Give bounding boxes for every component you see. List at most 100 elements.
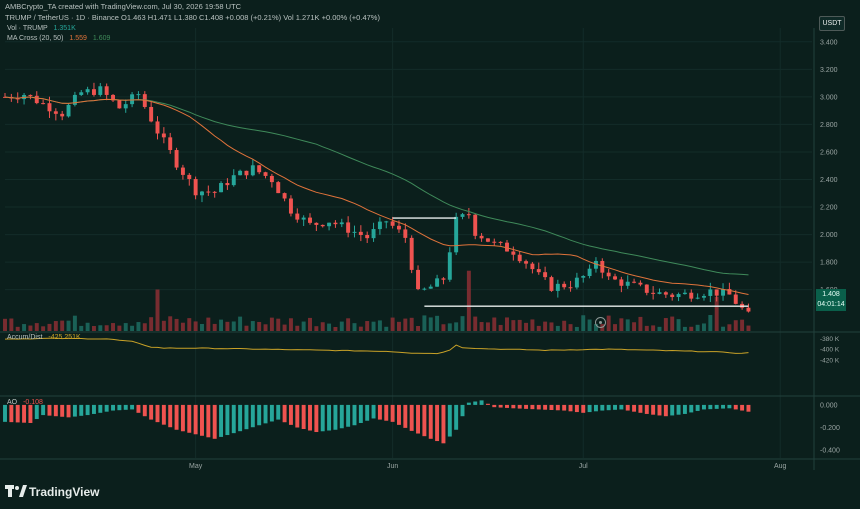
candle-body <box>225 183 230 186</box>
last-price-tag: 1.408 04:01:14 <box>816 289 846 311</box>
volume-bar <box>632 322 637 331</box>
candle-body <box>485 238 490 242</box>
candle-body <box>568 287 573 289</box>
ao-bar <box>479 400 484 405</box>
volume-bar <box>422 315 427 331</box>
ao-bar <box>377 404 382 420</box>
volume-bar <box>174 318 179 331</box>
candle-body <box>708 289 713 296</box>
volume-bar <box>625 319 630 331</box>
ao-bar <box>225 404 230 436</box>
volume-bar <box>638 316 643 331</box>
ao-bar <box>168 404 173 428</box>
ao-bar <box>371 404 376 419</box>
price-axis-label: 3.400 <box>820 39 838 46</box>
volume-bar <box>447 323 452 331</box>
accdist-line-path <box>4 337 749 355</box>
volume-bar <box>250 321 255 331</box>
volume-bar <box>263 324 268 331</box>
ao-bar <box>714 404 719 409</box>
author-line: AMBCrypto_TA created with TradingView.co… <box>5 2 242 11</box>
ao-bar <box>53 404 58 417</box>
candle-body <box>543 272 548 278</box>
ao-bar <box>41 404 46 416</box>
ao-bar <box>517 404 522 409</box>
volume-bar <box>60 320 65 331</box>
ma-cross-legend[interactable]: MA Cross (20, 50) 1.559 1.609 <box>7 35 110 42</box>
volume-bar <box>53 321 58 331</box>
candle-body <box>333 222 338 225</box>
volume-bar <box>543 321 548 331</box>
volume-legend[interactable]: Vol · TRUMP 1.351K <box>7 25 76 32</box>
candle-body <box>619 279 624 286</box>
volume-bar <box>403 318 408 331</box>
accdist-legend[interactable]: Accum/Dist -425.251K <box>7 334 81 341</box>
volume-bar <box>98 325 103 331</box>
ao-bar <box>562 404 567 411</box>
candle-body <box>435 278 440 287</box>
volume-bar <box>721 326 726 331</box>
volume-bar <box>142 323 147 331</box>
candle-body <box>79 92 84 95</box>
candle-body <box>60 113 65 117</box>
volume-bar <box>168 316 173 331</box>
chart-settings-icon[interactable] <box>595 317 606 328</box>
volume-bar <box>663 318 668 331</box>
volume-bar <box>473 316 478 331</box>
volume-bar <box>193 321 198 331</box>
ao-bar <box>466 402 471 405</box>
ao-bar <box>320 404 325 432</box>
ao-bar <box>511 404 516 409</box>
symbol-line[interactable]: TRUMP / TetherUS · 1D · Binance O1.463 H… <box>5 13 380 22</box>
candle-body <box>638 282 643 285</box>
ao-legend[interactable]: AO -0.108 <box>7 399 43 406</box>
ao-bar <box>276 404 281 420</box>
volume-bar <box>651 325 656 331</box>
accdist-legend-label: Accum/Dist <box>7 334 43 341</box>
volume-bar <box>339 321 344 331</box>
candle-body <box>117 100 122 109</box>
candle-body <box>149 106 154 122</box>
volume-bars <box>3 270 751 331</box>
candle-body <box>161 133 166 138</box>
volume-bar <box>22 324 27 331</box>
candle-body <box>505 242 509 252</box>
candle-body <box>320 224 325 227</box>
quote-unit-badge[interactable]: USDT <box>819 16 845 31</box>
time-axis-label: Jul <box>579 463 588 470</box>
candle-body <box>670 294 675 298</box>
ao-bar <box>333 404 338 430</box>
ao-bar <box>536 404 541 410</box>
volume-bar <box>568 324 573 331</box>
volume-bar <box>492 317 497 331</box>
ao-bar <box>422 404 427 437</box>
volume-bar <box>740 319 745 331</box>
watermark-text: TradingView <box>29 485 100 499</box>
candle-body <box>555 283 560 291</box>
ao-bar <box>104 404 109 412</box>
volume-bar <box>269 317 274 331</box>
candle-body <box>257 165 262 173</box>
volume-bar <box>66 320 71 331</box>
volume-bar <box>517 319 522 331</box>
volume-bar <box>155 289 160 331</box>
ao-bar <box>403 404 408 428</box>
volume-bar <box>670 316 675 331</box>
ao-bar <box>339 404 344 429</box>
ao-bar <box>505 404 509 408</box>
volume-bar <box>225 321 230 331</box>
candle-body <box>250 165 255 176</box>
candle-body <box>219 183 224 193</box>
accdist-axis-label: -400 K <box>820 347 840 354</box>
candle-body <box>371 229 376 239</box>
ao-bar <box>721 404 726 409</box>
volume-bar <box>727 324 732 331</box>
ao-bar <box>130 404 135 410</box>
ao-bar <box>524 404 529 409</box>
candle-body <box>15 98 20 100</box>
ao-bar <box>79 404 84 416</box>
ao-bar <box>9 404 14 423</box>
ao-bar <box>416 404 421 434</box>
volume-bar <box>320 322 325 331</box>
